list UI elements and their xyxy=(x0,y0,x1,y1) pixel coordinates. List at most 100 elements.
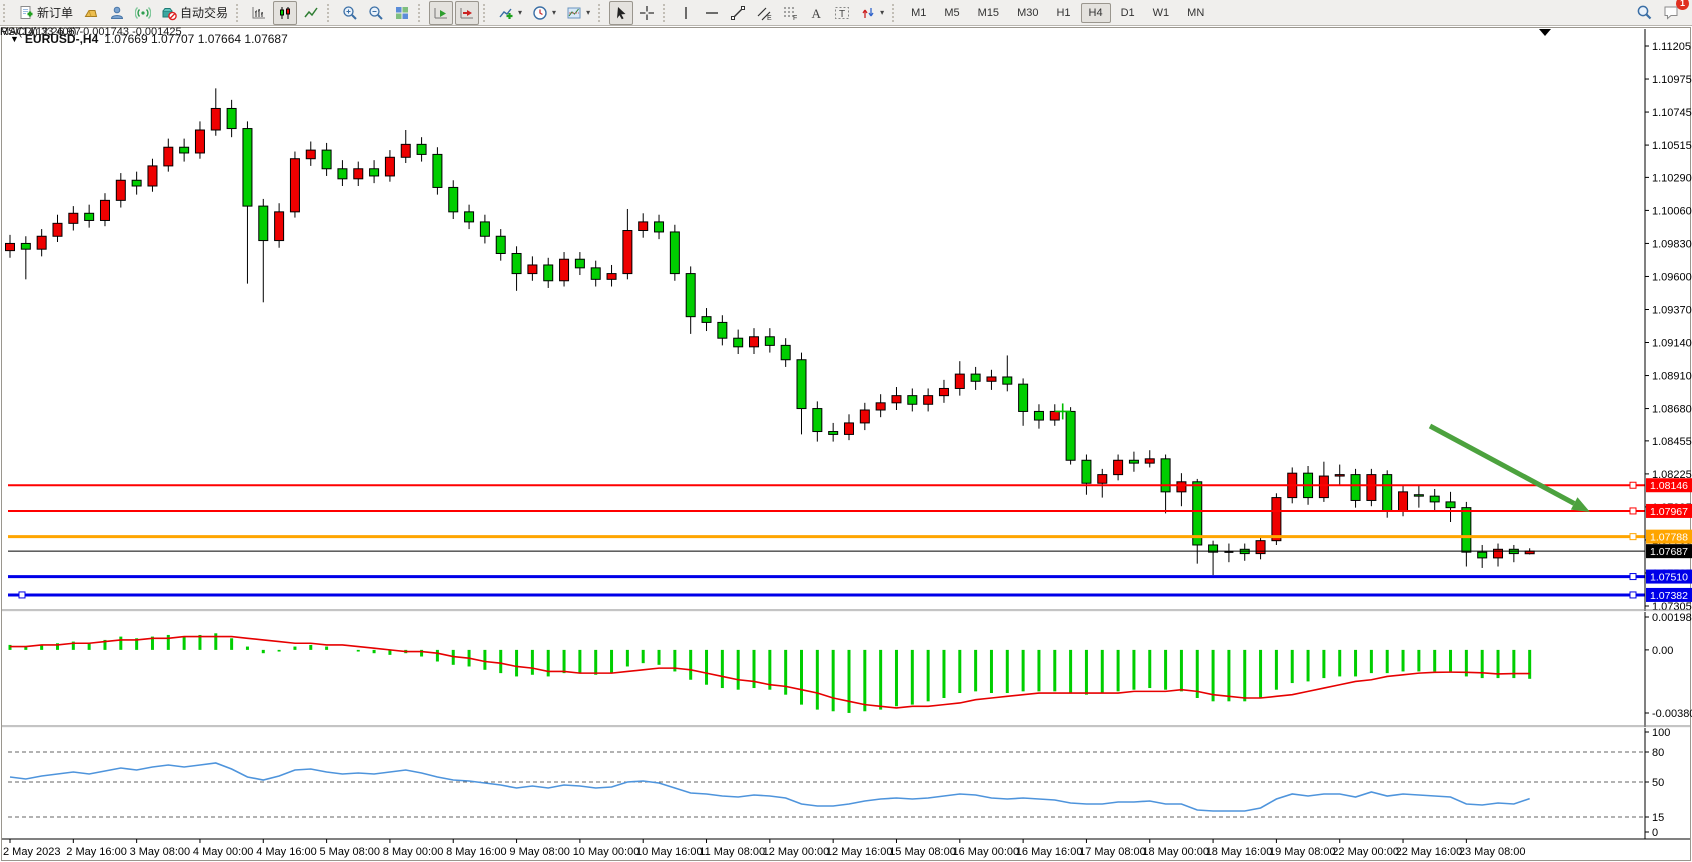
timeframe-d1-button[interactable]: D1 xyxy=(1120,6,1135,19)
line-handle[interactable] xyxy=(1629,533,1637,541)
trend-arrow[interactable] xyxy=(1428,423,1590,512)
macd-label: MACD(12,26,9) -0.001743 -0.001425 xyxy=(0,26,182,38)
signals-button[interactable] xyxy=(131,1,155,25)
text-label-button[interactable]: T xyxy=(830,1,854,25)
price-axis[interactable]: 1.11205 1.10975 1.10745 1.10515 1.10290 1.100… xyxy=(1644,29,1692,839)
dropdown-caret-icon: ▾ xyxy=(880,8,885,17)
svg-text:80: 80 xyxy=(1652,747,1664,759)
level-line-1.07967[interactable] xyxy=(8,507,1645,515)
candle xyxy=(163,146,174,167)
toolbar-grip[interactable] xyxy=(327,3,334,22)
svg-text:1.10060: 1.10060 xyxy=(1652,205,1692,217)
candle xyxy=(1429,495,1440,503)
market-button[interactable] xyxy=(79,1,103,25)
level-line-1.07788[interactable] xyxy=(8,533,1645,541)
candle xyxy=(1049,410,1060,421)
channel-icon: E xyxy=(756,5,772,21)
svg-text:4 May 16:00: 4 May 16:00 xyxy=(256,846,317,858)
svg-text:22 May 00:00: 22 May 00:00 xyxy=(1332,846,1399,858)
timeframe-h4-button[interactable]: H4 xyxy=(1080,2,1111,23)
chart-canvas[interactable]: 1.11205 1.10975 1.10745 1.10515 1.10290 1.100… xyxy=(0,26,1692,862)
autotrading-button[interactable]: 自动交易 xyxy=(157,1,232,25)
templates-button[interactable]: ▾ xyxy=(562,1,594,25)
svg-text:1.08455: 1.08455 xyxy=(1652,436,1692,448)
candle xyxy=(258,205,269,242)
toolbar-grip[interactable] xyxy=(3,3,10,22)
plus-marker[interactable] xyxy=(1054,403,1071,420)
trendline-button[interactable] xyxy=(726,1,750,25)
symbol-header: ▼ EURUSD-,H4 1.07669 1.07707 1.07664 1.0… xyxy=(10,32,288,46)
horizontal-line-button[interactable] xyxy=(700,1,724,25)
arrows-icon xyxy=(860,5,876,21)
timeframe-m5-button[interactable]: M5 xyxy=(944,6,960,19)
candle xyxy=(147,165,158,187)
new-order-button[interactable]: 新订单 xyxy=(14,1,77,25)
level-line-1.08146[interactable] xyxy=(8,481,1645,489)
candle xyxy=(448,186,459,213)
periods-button[interactable]: ▾ xyxy=(528,1,560,25)
rsi-pane[interactable]: 100 80 50 15 0 xyxy=(8,727,1670,839)
toolbar-grip[interactable] xyxy=(236,3,243,22)
timeframe-m30-button[interactable]: M30 xyxy=(1017,6,1039,19)
toolbar-grip[interactable] xyxy=(663,3,670,22)
candle xyxy=(384,156,395,177)
arrows-button[interactable]: ▾ xyxy=(856,1,888,25)
indicators-button[interactable]: ▾ xyxy=(494,1,526,25)
notifications-button[interactable]: 1 xyxy=(1659,0,1689,25)
text-button[interactable]: A xyxy=(804,1,828,25)
timeframe-m1-button[interactable]: M1 xyxy=(911,6,927,19)
candle xyxy=(20,242,31,250)
line-handle[interactable] xyxy=(1629,573,1637,581)
line-handle[interactable] xyxy=(1629,507,1637,515)
candle xyxy=(400,143,411,158)
level-line-1.07382[interactable] xyxy=(8,591,1645,599)
time-axis[interactable]: 2 May 2023 2 May 16:00 3 May 08:00 4 May 00… xyxy=(2,838,1690,858)
toolbar-grip[interactable] xyxy=(418,3,425,22)
fibonacci-button[interactable]: F xyxy=(778,1,802,25)
chart-window[interactable]: 1.11205 1.10975 1.10745 1.10515 1.10290 1.100… xyxy=(0,26,1692,862)
candle xyxy=(242,128,253,207)
timeframe-h1-button[interactable]: H1 xyxy=(1056,6,1071,19)
zoom-in-button[interactable] xyxy=(338,1,362,25)
vertical-line-button[interactable] xyxy=(674,1,698,25)
price-pane[interactable] xyxy=(5,88,1646,599)
macd-pane[interactable]: 0.001982 0.00 -0.003804 xyxy=(8,612,1692,720)
line-chart-button[interactable] xyxy=(299,1,323,25)
candle xyxy=(511,252,522,275)
candle xyxy=(543,264,554,282)
candle xyxy=(938,387,949,397)
tile-windows-button[interactable] xyxy=(390,1,414,25)
search-button[interactable] xyxy=(1632,1,1657,25)
candlestick-chart-button[interactable] xyxy=(273,0,298,25)
line-handle[interactable] xyxy=(1629,481,1637,489)
ohlc-readout: 1.07669 1.07707 1.07664 1.07687 xyxy=(104,32,288,46)
line-handle[interactable] xyxy=(18,591,26,599)
equidistant-channel-button[interactable]: E xyxy=(752,1,776,25)
crosshair-button[interactable] xyxy=(635,1,659,25)
toolbar-grip[interactable] xyxy=(598,3,605,22)
chart-shift-button[interactable] xyxy=(455,0,480,25)
timeframe-w1-button[interactable]: W1 xyxy=(1152,6,1170,19)
chart-shift-marker[interactable] xyxy=(1539,29,1551,36)
candle xyxy=(432,153,443,188)
candle xyxy=(1081,459,1092,484)
svg-text:18 May 00:00: 18 May 00:00 xyxy=(1142,846,1209,858)
auto-scroll-button[interactable] xyxy=(429,0,454,25)
zoom-out-button[interactable] xyxy=(364,1,388,25)
candle xyxy=(210,107,221,131)
toolbar-grip[interactable] xyxy=(483,3,490,22)
timeframe-m15-button[interactable]: M15 xyxy=(977,6,1000,19)
cursor-button[interactable] xyxy=(609,0,634,25)
candle xyxy=(701,316,712,323)
timeframe-mn-button[interactable]: MN xyxy=(1187,6,1205,19)
svg-text:1.08146: 1.08146 xyxy=(1650,480,1688,492)
toolbar-grip[interactable] xyxy=(892,3,899,22)
candle xyxy=(1382,474,1393,512)
level-line-1.07510[interactable] xyxy=(8,573,1645,581)
community-button[interactable] xyxy=(105,1,129,25)
candle xyxy=(685,273,696,318)
symbol-dropdown-icon[interactable]: ▼ xyxy=(10,34,19,44)
bar-chart-button[interactable] xyxy=(247,1,271,25)
zoom-out-icon xyxy=(368,5,384,21)
line-handle[interactable] xyxy=(1629,591,1637,599)
